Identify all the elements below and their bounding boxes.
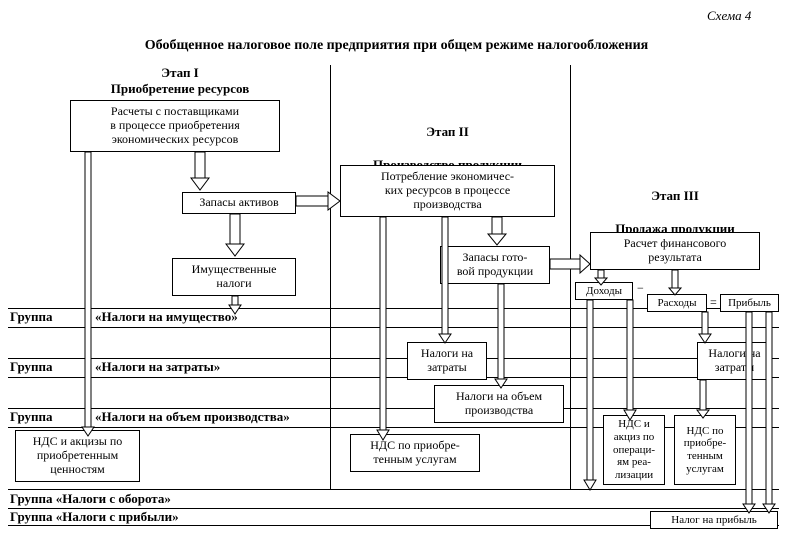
stage2-name: Этап II — [426, 124, 469, 139]
box-cost-tax2: Налоги на затраты — [697, 342, 772, 380]
scheme-number: Схема 4 — [707, 8, 751, 24]
box-profit-tax: Налог на прибыль — [650, 511, 778, 529]
group3-b: «Налоги на объем производства» — [95, 409, 290, 425]
group2-a: Группа — [10, 359, 53, 375]
group5: Группа «Налоги с прибыли» — [10, 509, 179, 525]
box-cost-tax1: Налоги на затраты — [407, 342, 487, 380]
minus-sign: − — [637, 281, 644, 296]
box-volume-tax: Налоги на объем производства — [434, 385, 564, 423]
group1-a: Группа — [10, 309, 53, 325]
stage1-name: Этап I — [161, 65, 199, 80]
stage3-name: Этап III — [651, 188, 699, 203]
box-income: Доходы — [575, 282, 633, 300]
box-asset-stocks: Запасы активов — [182, 192, 296, 214]
box-fin-result: Расчет финансового результата — [590, 232, 760, 270]
box-ready-stock: Запасы гото- вой продукции — [440, 246, 550, 284]
box-vat-acquired: НДС и акцизы по приобретенным ценностям — [15, 430, 140, 482]
stage-divider-2 — [570, 65, 571, 489]
stage-divider-1 — [330, 65, 331, 489]
stage1-header: Этап I Приобретение ресурсов — [70, 65, 290, 98]
group3-a: Группа — [10, 409, 53, 425]
box-vat-services: НДС по приобре- тенным услугам — [350, 434, 480, 472]
box-property-tax: Имущественные налоги — [172, 258, 296, 296]
box-vat-realize: НДС и акциз по операци- ям реа- лизации — [603, 415, 665, 485]
box-consumption: Потребление экономичес- ких ресурсов в п… — [340, 165, 555, 217]
diagram-title: Обобщенное налоговое поле предприятия пр… — [48, 38, 745, 54]
box-profit: Прибыль — [720, 294, 779, 312]
group4: Группа «Налоги с оборота» — [10, 491, 171, 507]
row-line — [8, 489, 779, 490]
box-suppliers: Расчеты с поставщиками в процессе приобр… — [70, 100, 280, 152]
box-expense: Расходы — [647, 294, 707, 312]
box-vat-services2: НДС по приобре- тенным услугам — [674, 415, 736, 485]
group1-b: «Налоги на имущество» — [95, 309, 238, 325]
equals-sign: = — [710, 295, 717, 310]
group2-b: «Налоги на затраты» — [95, 359, 220, 375]
row-line — [8, 377, 779, 378]
row-line — [8, 327, 779, 328]
stage1-sub: Приобретение ресурсов — [111, 81, 249, 96]
